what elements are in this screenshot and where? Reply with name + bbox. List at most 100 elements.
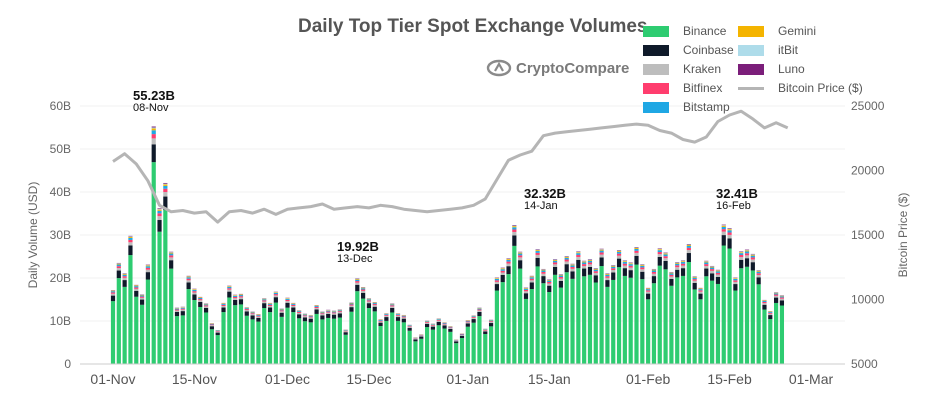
bar-segment-coinbase [192,294,197,301]
bar-segment-gemini [238,294,244,296]
bar-segment-bitstamp [529,277,534,279]
bar-segment-binance [628,277,633,364]
bar-segment-bitstamp [198,297,203,300]
bar-segment-bitfinex [180,308,185,310]
bar-segment-bitfinex [337,311,342,313]
bar-segment-gemini [680,261,686,263]
bar-segment-bitstamp [715,271,721,273]
bar-segment-gemini [157,209,162,211]
bar-segment-kraken [401,317,406,319]
bar-segment-bitfinex [361,289,366,291]
bar-segment-bitfinex [273,294,278,296]
bar-segment-bitfinex [593,271,598,273]
bar-segment-gemini [128,236,133,238]
bar-segment-kraken [523,291,529,294]
bar-segment-kraken [169,257,174,261]
bar-segment-coinbase [244,311,249,316]
bar-segment-coinbase [727,238,732,249]
annotation-peak-feb: 32.41B 16-Feb [716,187,758,212]
legend-label: Gemini [778,24,817,38]
bar-segment-coinbase [599,257,604,267]
bar-segment-coinbase [646,293,651,300]
bar-segment-kraken [157,216,162,221]
bar-segment-binance [233,305,238,364]
x-tick-label: 01-Dec [265,371,310,387]
bar-segment-bitfinex [139,296,145,298]
bar-segment-bitfinex [541,272,546,274]
bar-segment-coinbase [675,269,680,278]
bar-segment-binance [256,321,261,364]
bar-segment-gemini [366,298,372,300]
legend-swatch [643,63,669,75]
bar-segment-binance [675,277,680,364]
bar-segment-bitfinex [576,254,581,257]
bar-segment-kraken [663,258,668,261]
bar-segment-coinbase [366,303,372,309]
bar-segment-binance [401,322,406,364]
legend-swatch [738,86,764,90]
bar-segment-binance [308,322,313,364]
bar-segment-coinbase [430,326,436,330]
y2-tick-label: 20000 [851,164,885,178]
bar-segment-bitstamp [582,262,587,265]
bar-segment-binance [651,283,657,364]
bar-segment-gemini [774,292,779,294]
bar-segment-binance [186,289,191,364]
bar-segment-coinbase [314,309,319,314]
brand-name: CryptoCompare [516,59,630,77]
bar-segment-binance [605,286,610,364]
bar-segment-bitstamp [250,312,255,314]
bar-segment-kraken [698,291,703,294]
bar-segment-binance [518,268,523,364]
bar-segment-gemini [640,265,645,266]
bar-segment-kraken [634,252,639,256]
bar-segment-kraken [337,312,342,314]
bar-segment-kraken [454,340,459,342]
bar-segment-gemini [727,229,732,231]
bar-segment-gemini [779,295,785,297]
bar-segment-kraken [471,317,476,320]
bar-segment-bitstamp [244,308,249,310]
bar-segment-kraken [262,301,267,304]
bar-segment-coinbase [419,336,424,339]
bar-segment-bitfinex [291,304,296,306]
bar-segment-bitfinex [663,256,668,259]
bar-segment-gemini [145,265,150,267]
bar-segment-bitstamp [483,329,488,330]
bar-segment-gemini [262,298,267,300]
bar-segment-kraken [215,331,220,333]
bar-segment-bitstamp [110,291,116,293]
legend-item-binance: Binance [643,24,726,38]
bar-segment-bitfinex [529,278,534,281]
bar-segment-bitstamp [390,304,395,306]
bar-segment-coinbase [622,268,627,276]
bar-segment-kraken [192,292,197,295]
bar-segment-coinbase [413,339,418,342]
bar-segment-binance [145,279,150,364]
bar-segment-bitfinex [739,254,744,257]
x-tick-label: 15-Nov [172,371,217,387]
bar-segment-bitstamp [506,259,511,262]
bar-segment-coinbase [209,326,214,330]
bar-segment-itbit [157,208,162,210]
bar-segment-bitstamp [192,289,197,292]
bar-segment-coinbase [302,317,308,322]
bar-segment-gemini [744,250,750,252]
bar-segment-gemini [552,259,558,261]
bar-segment-bitfinex [326,311,331,313]
bar-segment-binance [151,162,156,364]
bar-segment-bitfinex [372,304,377,306]
bar-segment-binance [215,335,220,364]
bar-segment-bitfinex [122,276,127,278]
bar-segment-kraken [233,298,238,300]
bar-segment-gemini [663,253,668,255]
bar-segment-itbit [721,225,726,226]
bar-segment-bitfinex [151,134,156,139]
bar-segment-bitfinex [558,277,563,279]
bar-segment-gemini [651,269,657,271]
bar-segment-binance [733,290,738,364]
bar-segment-coinbase [436,321,441,326]
bar-segment-bitfinex [285,299,290,302]
bar-segment-bitfinex [233,296,238,299]
bar-segment-bitstamp [384,314,389,315]
